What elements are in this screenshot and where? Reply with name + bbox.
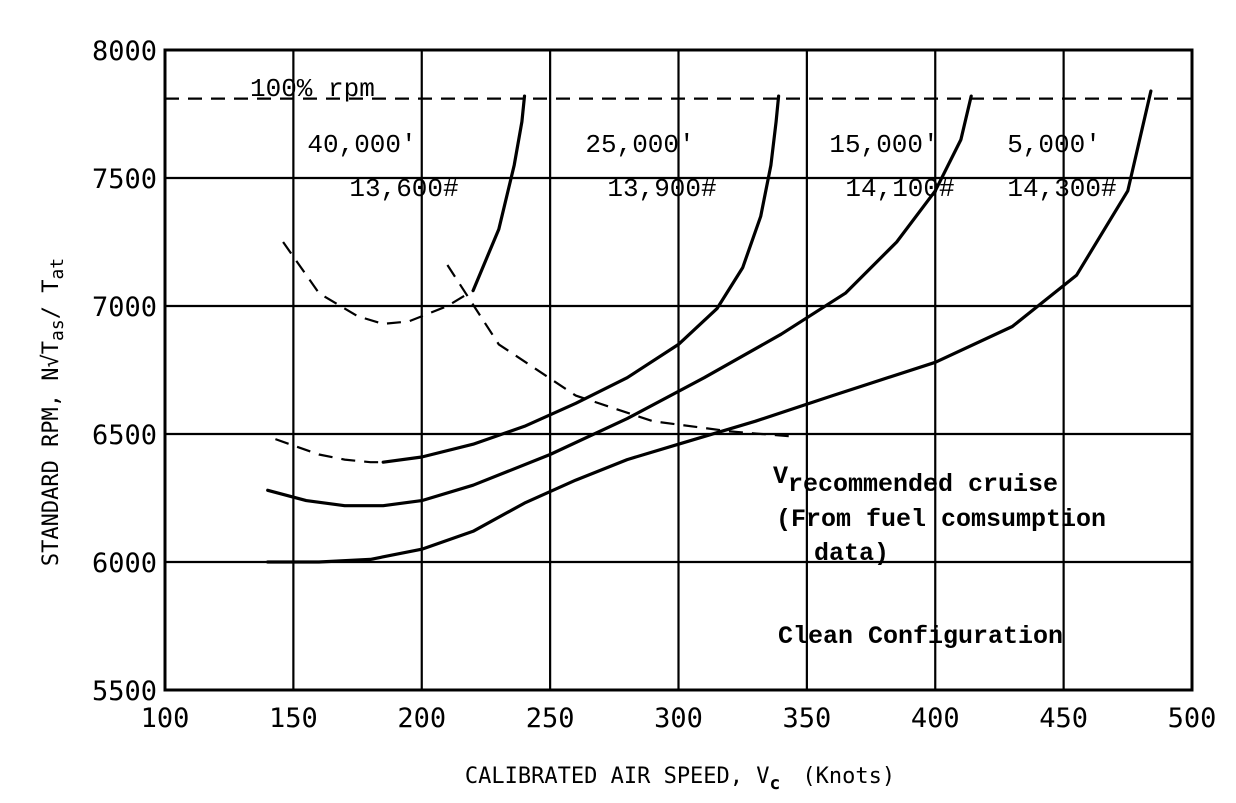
x-axis-title-unit: (Knots) [802,764,895,789]
x-axis-title-main: CALIBRATED AIR SPEED, V [465,764,770,789]
clean-configuration-note: Clean Configuration [778,622,1063,651]
series-label-altitude-40000: 40,000' [307,130,416,160]
x-tick-label-400: 400 [911,703,960,734]
x-tick-label-150: 150 [269,703,318,734]
recommended-cruise-label: Vrecommended cruise [773,462,1058,499]
series-label-weight-5000: 14,300# [1007,174,1116,204]
x-tick-label-250: 250 [526,703,575,734]
series-15000-curve [266,89,1153,564]
fuel-consumption-note-line2: data) [814,539,889,568]
series-40000-curve [381,94,781,464]
x-tick-label-100: 100 [141,703,190,734]
x-axis-title-subscript: c [770,773,781,794]
series-label-weight-40000: 13,600# [349,174,458,204]
recommended-cruise-line [446,264,795,438]
y-axis-title-sub1: as [47,319,68,341]
grid-layer [163,48,1194,692]
x-tick-label-500: 500 [1168,703,1217,734]
y-axis-title-sep: / T [39,280,64,320]
x-tick-label-300: 300 [654,703,703,734]
y-tick-label-7000: 7000 [92,292,157,323]
x-tick-label-450: 450 [1039,703,1088,734]
recommended-v: V [773,462,788,491]
y-axis-title-main: STANDARD RPM, N√T [39,341,64,566]
y-tick-label-7500: 7500 [92,164,157,195]
series-label-weight-15000: 14,100# [845,174,954,204]
series-label-altitude-15000: 15,000' [829,130,938,160]
y-axis-title-sub2: at [47,258,68,280]
y-tick-label-6500: 6500 [92,420,157,451]
upper-curve-dashed-segment [282,241,474,326]
series-label-weight-25000: 13,900# [607,174,716,204]
series-label-altitude-25000: 25,000' [585,130,694,160]
plot-frame [163,48,1194,692]
reference-line-label: 100% rpm [250,74,375,104]
series-label-altitude-5000: 5,000' [1007,130,1101,160]
fuel-consumption-note-line1: (From fuel comsumption [776,505,1106,534]
y-axis-title: STANDARD RPM, N√Tas/ Tat [39,258,68,566]
y-tick-label-5500: 5500 [92,676,157,707]
curve-layer [266,89,1153,564]
x-tick-label-200: 200 [397,703,446,734]
x-axis-title: CALIBRATED AIR SPEED, Vc (Knots) [465,764,895,794]
tick-label-layer: 100 150 200 250 300 350 400 450 500 5500 6000 6500 7… [92,36,1216,734]
upper-curve-solid-segment [471,94,527,293]
x-tick-label-350: 350 [782,703,831,734]
series-25000-curve [266,94,973,508]
y-tick-label-6000: 6000 [92,548,157,579]
y-tick-label-8000: 8000 [92,36,157,67]
series-40000-dashed-segment [275,438,384,464]
recommended-subscript: recommended cruise [788,470,1058,499]
